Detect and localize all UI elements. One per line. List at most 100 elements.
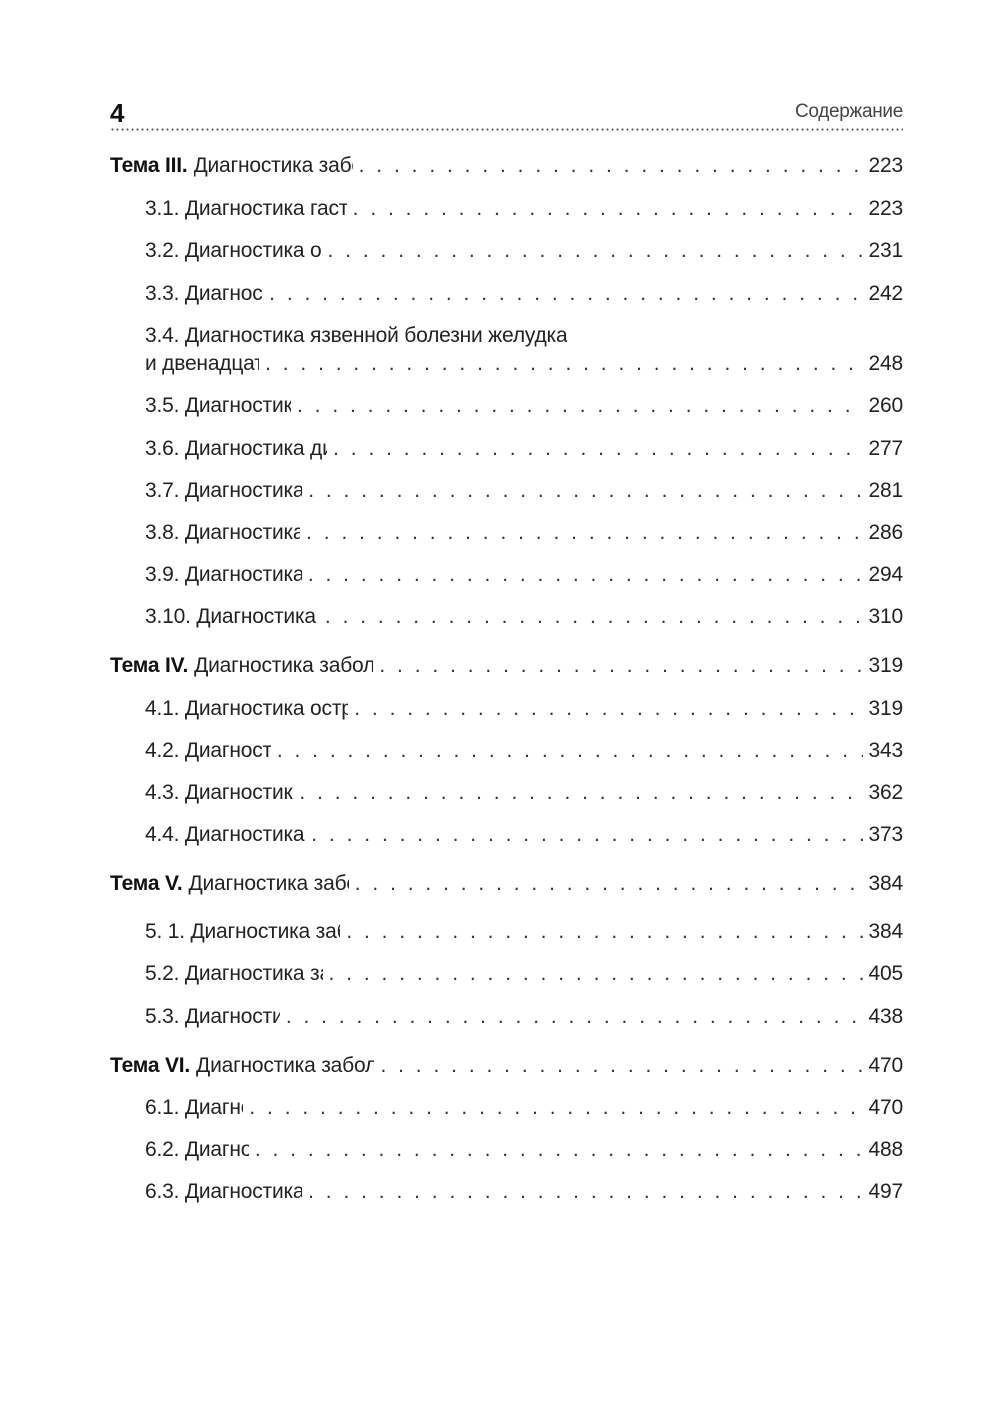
dot-leader bbox=[311, 822, 862, 848]
page-number: 4 bbox=[110, 98, 125, 128]
toc-subsection-entry[interactable]: 4.1. Диагностика острого и хронического … bbox=[145, 696, 903, 722]
dot-leader bbox=[359, 153, 863, 179]
entry-title: Диагностика заболеваний эндокринной сист… bbox=[188, 872, 348, 895]
toc-subsection-entry[interactable]: 3.2. Диагностика острого и хронического … bbox=[145, 238, 903, 264]
dot-leader bbox=[269, 281, 862, 307]
entry-title: 4.1. Диагностика острого и хронического … bbox=[145, 697, 349, 720]
entry-title: 3.9. Диагностика хронического панкреатит… bbox=[145, 563, 302, 586]
entry-title: 3.4. Диагностика язвенной болезни желудк… bbox=[145, 324, 568, 347]
dot-leader bbox=[308, 1179, 862, 1205]
entry-page-number: 248 bbox=[868, 352, 904, 375]
entry-title: 5.3. Диагностика сахарного диабета bbox=[145, 1005, 280, 1028]
entry-title: Диагностика заболеваний крови и кроветво… bbox=[196, 1054, 375, 1077]
dot-leader bbox=[328, 238, 863, 264]
entry-title: Диагностика заболеваний почек и мочевыво… bbox=[194, 654, 374, 677]
entry-title: 3.5. Диагностика хронического гепатита bbox=[145, 394, 291, 417]
dot-leader bbox=[355, 871, 863, 897]
entry-page-number: 438 bbox=[868, 1005, 904, 1028]
entry-title: 4.3. Диагностика мочекаменной болезни bbox=[145, 781, 294, 804]
entry-title: Диагностика заболеваний органов пищеваре… bbox=[193, 154, 353, 177]
entry-page-number: 260 bbox=[868, 394, 904, 417]
toc-subsection-entry[interactable]: 3.1. Диагностика гастроэзофагеальной реф… bbox=[145, 196, 903, 222]
entry-title: 3.2. Диагностика острого и хронического … bbox=[145, 239, 322, 262]
dot-leader bbox=[299, 780, 862, 806]
toc-subsection-entry[interactable]: 3.6. Диагностика дискинезии желчевыводящ… bbox=[145, 436, 903, 462]
toc-section-entry[interactable]: Тема V.Диагностика заболеваний эндокринн… bbox=[110, 871, 903, 897]
entry-title: 4.2. Диагностика пиелонефритов bbox=[145, 739, 271, 762]
entry-page-number: 294 bbox=[868, 563, 904, 586]
entry-page-number: 470 bbox=[868, 1054, 904, 1077]
entry-title: 3.6. Диагностика дискинезии желчевыводящ… bbox=[145, 437, 327, 460]
section-label: Тема VI. bbox=[110, 1054, 191, 1077]
toc-subsection-entry-continued[interactable]: и двенадцатиперстной кишки 248 bbox=[145, 351, 903, 377]
toc-subsection-entry[interactable]: 5.2. Диагностика заболеваний щитовидной … bbox=[145, 961, 903, 987]
entry-page-number: 497 bbox=[868, 1180, 904, 1203]
entry-page-number: 384 bbox=[868, 920, 904, 943]
dot-leader bbox=[325, 604, 863, 630]
toc-subsection-entry[interactable]: 5.3. Диагностика сахарного диабета 438 bbox=[145, 1004, 903, 1030]
entry-title: 5.2. Диагностика заболеваний щитовидной … bbox=[145, 962, 323, 985]
entry-page-number: 242 bbox=[868, 282, 904, 305]
toc-subsection-entry[interactable]: 5. 1. Диагностика заболеваний гипофиза и… bbox=[145, 919, 903, 945]
toc-subsection-entry[interactable]: 3.3. Диагностика рака желудка 242 bbox=[145, 281, 903, 307]
section-label: Тема IV. bbox=[110, 654, 189, 677]
dot-leader bbox=[308, 478, 862, 504]
toc-subsection-entry[interactable]: 3.4. Диагностика язвенной болезни желудк… bbox=[145, 323, 903, 349]
dot-leader bbox=[380, 1053, 862, 1079]
dot-leader bbox=[346, 919, 862, 945]
entry-title: 6.1. Диагностика анемий bbox=[145, 1096, 243, 1119]
entry-page-number: 286 bbox=[868, 521, 904, 544]
toc-subsection-entry[interactable]: 3.5. Диагностика хронического гепатита 26… bbox=[145, 393, 903, 419]
toc-section-entry[interactable]: Тема VI.Диагностика заболеваний крови и … bbox=[110, 1053, 903, 1079]
entry-title: 3.3. Диагностика рака желудка bbox=[145, 282, 263, 305]
toc-subsection-entry[interactable]: 4.2. Диагностика пиелонефритов 343 bbox=[145, 738, 903, 764]
entry-title: 3.8. Диагностика желчнокаменной болезни bbox=[145, 521, 301, 544]
entry-page-number: 362 bbox=[868, 781, 904, 804]
entry-page-number: 488 bbox=[868, 1138, 904, 1161]
entry-page-number: 384 bbox=[868, 872, 904, 895]
entry-title: 3.7. Диагностика хронического холецистит… bbox=[145, 479, 303, 502]
toc-subsection-entry[interactable]: 4.4. Диагностика хронической болезни поч… bbox=[145, 822, 903, 848]
dot-leader bbox=[353, 196, 863, 222]
entry-page-number: 470 bbox=[868, 1096, 904, 1119]
entry-title: 6.2. Диагностика лейкозов bbox=[145, 1138, 249, 1161]
toc-subsection-entry[interactable]: 3.9. Диагностика хронического панкреатит… bbox=[145, 562, 903, 588]
dot-leader bbox=[308, 562, 863, 588]
dot-leader bbox=[286, 1004, 863, 1030]
dot-leader bbox=[265, 351, 862, 377]
entry-page-number: 277 bbox=[868, 437, 904, 460]
dot-leader bbox=[297, 393, 863, 419]
toc-subsection-entry[interactable]: 3.7. Диагностика хронического холецистит… bbox=[145, 478, 903, 504]
toc-section-entry[interactable]: Тема IV.Диагностика заболеваний почек и … bbox=[110, 653, 903, 679]
header-dotted-rule bbox=[110, 128, 903, 131]
dot-leader bbox=[333, 436, 862, 462]
entry-title: 3.10. Диагностика синдрома раздраженной … bbox=[145, 605, 319, 628]
entry-title-continued: и двенадцатиперстной кишки bbox=[145, 352, 260, 375]
toc-subsection-entry[interactable]: 6.3. Диагностика геморрагических диатезо… bbox=[145, 1179, 903, 1205]
entry-page-number: 319 bbox=[868, 654, 904, 677]
entry-page-number: 405 bbox=[868, 962, 904, 985]
entry-page-number: 223 bbox=[868, 197, 904, 220]
section-label: Тема V. bbox=[110, 872, 183, 895]
entry-title: 3.1. Диагностика гастроэзофагеальной реф… bbox=[145, 197, 347, 220]
entry-page-number: 223 bbox=[868, 154, 904, 177]
toc-section-entry[interactable]: Тема III.Диагностика заболеваний органов… bbox=[110, 153, 903, 179]
running-title: Содержание bbox=[794, 101, 903, 122]
dot-leader bbox=[306, 520, 862, 546]
dot-leader bbox=[329, 961, 863, 987]
toc-subsection-entry[interactable]: 4.3. Диагностика мочекаменной болезни 362 bbox=[145, 780, 903, 806]
section-label: Тема III. bbox=[110, 154, 188, 177]
entry-page-number: 281 bbox=[868, 479, 904, 502]
toc-subsection-entry[interactable]: 3.10. Диагностика синдрома раздраженной … bbox=[145, 604, 903, 630]
entry-page-number: 373 bbox=[868, 823, 904, 846]
toc-subsection-entry[interactable]: 6.2. Диагностика лейкозов 488 bbox=[145, 1137, 903, 1163]
toc-subsection-entry[interactable]: 3.8. Диагностика желчнокаменной болезни 2… bbox=[145, 520, 903, 546]
dot-leader bbox=[379, 653, 862, 679]
entry-page-number: 343 bbox=[868, 739, 904, 762]
entry-title: 5. 1. Диагностика заболеваний гипофиза и… bbox=[145, 920, 340, 943]
entry-title: 4.4. Диагностика хронической болезни поч… bbox=[145, 823, 305, 846]
toc-subsection-entry[interactable]: 6.1. Диагностика анемий 470 bbox=[145, 1095, 903, 1121]
entry-page-number: 231 bbox=[868, 239, 904, 262]
dot-leader bbox=[277, 738, 863, 764]
entry-page-number: 319 bbox=[868, 697, 904, 720]
